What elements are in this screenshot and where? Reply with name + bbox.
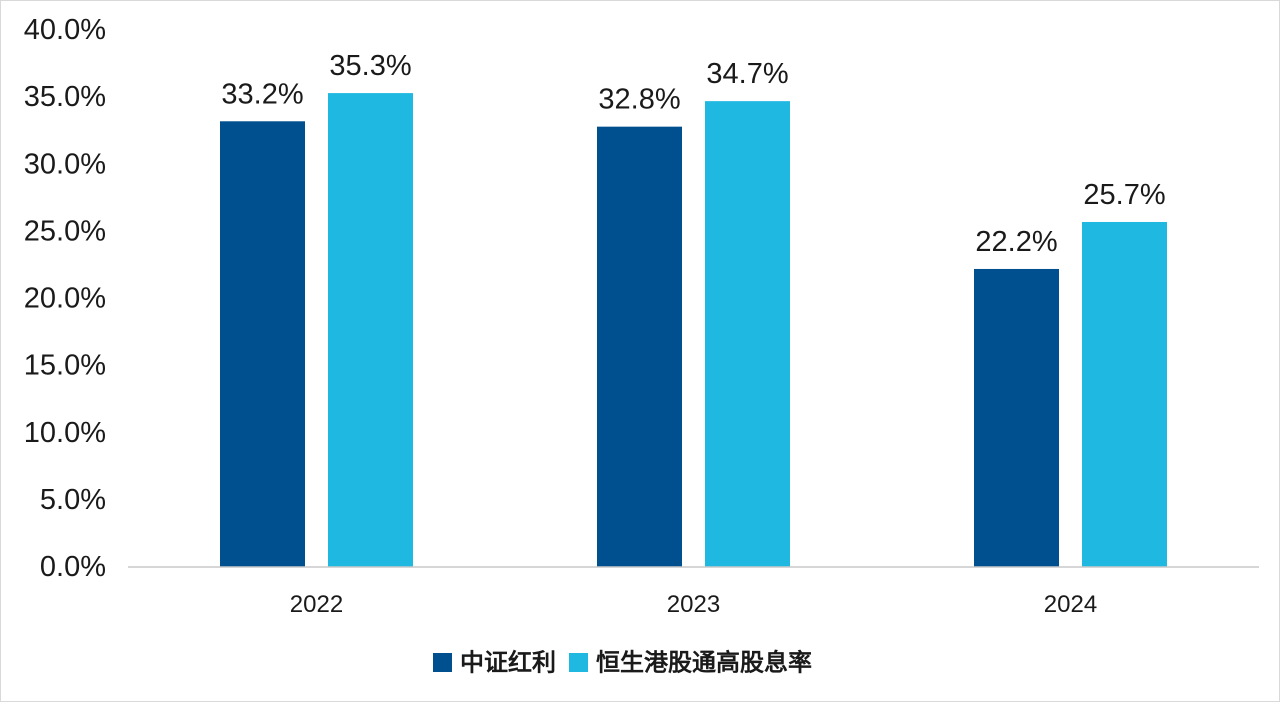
y-tick-label: 25.0%: [24, 215, 106, 247]
bar-2022-series-0: [220, 121, 305, 567]
legend-label-series-0: 中证红利: [460, 649, 556, 677]
bars: [220, 93, 1167, 568]
data-label-2024-series-0: 22.2%: [975, 226, 1057, 258]
y-tick-label: 30.0%: [24, 148, 106, 180]
data-label-2023-series-0: 32.8%: [598, 84, 680, 116]
y-tick-label: 0.0%: [40, 551, 106, 583]
bar-2024-series-0: [974, 268, 1059, 567]
bar-2023-series-1: [705, 101, 790, 567]
data-label-2023-series-1: 34.7%: [706, 58, 788, 90]
data-label-2022-series-1: 35.3%: [329, 50, 411, 82]
y-axis-tick-labels: 0.0% 5.0% 10.0% 15.0% 20.0% 25.0% 30.0% 35.0% 40…: [24, 14, 106, 583]
y-tick-label: 10.0%: [24, 417, 106, 449]
y-tick-label: 20.0%: [24, 283, 106, 315]
x-category-label: 2024: [1044, 591, 1097, 618]
x-category-label: 2023: [667, 591, 720, 618]
legend-swatch-series-1: [569, 653, 588, 672]
y-tick-label: 40.0%: [24, 14, 106, 46]
data-labels: 33.2% 35.3% 32.8% 34.7% 22.2% 25.7%: [221, 50, 1165, 258]
data-label-2022-series-0: 33.2%: [221, 78, 303, 110]
legend-swatch-series-0: [433, 653, 452, 672]
x-category-label: 2022: [290, 591, 343, 618]
x-axis-category-labels: 2022 2023 2024: [290, 591, 1097, 618]
bar-2022-series-1: [328, 93, 413, 567]
data-label-2024-series-1: 25.7%: [1083, 179, 1165, 211]
bar-2024-series-1: [1082, 221, 1167, 568]
y-tick-label: 35.0%: [24, 81, 106, 113]
y-tick-label: 5.0%: [40, 484, 106, 516]
legend: 中证红利 恒生港股通高股息率: [433, 649, 812, 677]
y-tick-label: 15.0%: [24, 350, 106, 382]
bar-2023-series-0: [597, 126, 682, 567]
legend-label-series-1: 恒生港股通高股息率: [596, 649, 812, 677]
